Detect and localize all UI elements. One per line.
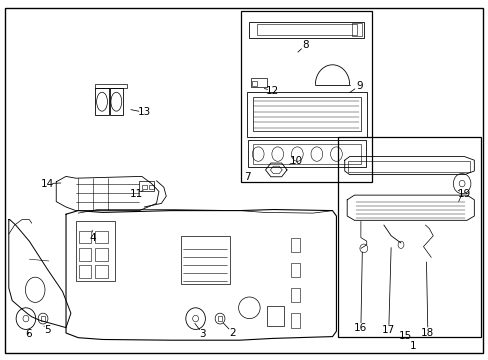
Bar (290, 263, 299, 277)
Text: 11: 11 (129, 189, 142, 199)
Bar (351, 23, 361, 36)
Text: 15: 15 (398, 330, 412, 341)
Bar (142, 185, 146, 189)
Bar (95, 248, 107, 261)
Text: 13: 13 (137, 107, 151, 117)
Bar (252, 81, 257, 86)
Text: 2: 2 (229, 328, 236, 338)
Bar (79, 265, 91, 278)
Bar (249, 22, 364, 38)
Text: 14: 14 (40, 179, 54, 189)
Bar (347, 161, 469, 172)
Bar (109, 88, 123, 115)
Bar (246, 92, 366, 137)
Text: 16: 16 (353, 323, 367, 333)
Bar (139, 181, 154, 191)
Bar (256, 24, 356, 35)
Text: 19: 19 (457, 189, 470, 199)
Bar (95, 231, 107, 243)
Text: 7: 7 (243, 172, 250, 182)
Bar (95, 84, 127, 88)
Bar (253, 144, 360, 164)
Bar (76, 221, 115, 281)
Bar (181, 236, 229, 284)
Text: 6: 6 (25, 329, 32, 339)
Bar (290, 313, 299, 328)
Text: 8: 8 (302, 40, 308, 50)
Bar (241, 11, 371, 182)
Text: 4: 4 (89, 233, 96, 243)
Bar (250, 78, 266, 87)
Bar (217, 316, 222, 321)
Text: 17: 17 (381, 325, 395, 335)
Text: 10: 10 (289, 156, 302, 166)
Bar (338, 137, 480, 337)
Text: 1: 1 (409, 341, 416, 351)
Bar (148, 185, 153, 189)
Bar (248, 140, 365, 167)
Bar (79, 231, 91, 243)
Bar (95, 88, 108, 115)
Bar (290, 288, 299, 302)
Bar (290, 238, 299, 252)
Bar (41, 316, 45, 321)
Text: 5: 5 (44, 325, 51, 336)
Bar (252, 97, 360, 131)
Bar (266, 306, 283, 326)
Text: 9: 9 (355, 81, 362, 91)
Text: 18: 18 (420, 328, 434, 338)
Bar (79, 248, 91, 261)
Bar (95, 265, 107, 278)
Text: 3: 3 (199, 329, 206, 339)
Text: 12: 12 (265, 86, 279, 96)
